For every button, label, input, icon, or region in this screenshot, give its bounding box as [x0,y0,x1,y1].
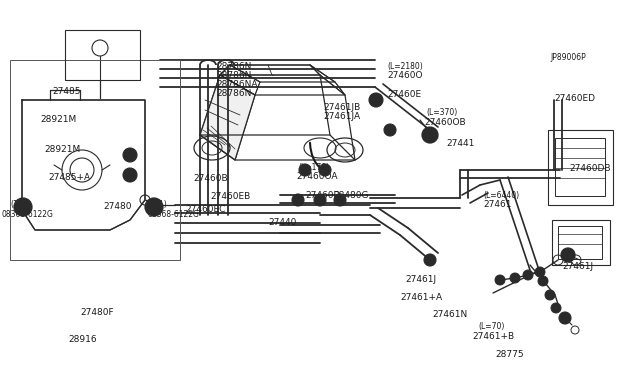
Polygon shape [22,100,145,230]
Circle shape [299,164,311,176]
Text: 27460EC: 27460EC [185,205,225,214]
Circle shape [123,168,137,182]
Text: 28786N: 28786N [216,62,252,71]
Polygon shape [200,75,255,160]
Text: (1): (1) [156,200,167,209]
Circle shape [495,275,505,285]
Text: 28786NA: 28786NA [216,80,257,89]
Text: 27485+A: 27485+A [48,173,90,182]
Text: 27460D: 27460D [305,191,340,200]
Text: 27461J: 27461J [405,275,436,284]
Text: 27460B: 27460B [193,174,228,183]
Text: (L=170): (L=170) [298,163,329,172]
Text: 28786N: 28786N [216,71,252,80]
Circle shape [422,127,438,143]
Circle shape [292,194,304,206]
Circle shape [535,267,545,277]
Text: 27480F: 27480F [80,308,114,317]
Circle shape [545,290,555,300]
Text: (L=370): (L=370) [426,108,457,117]
Bar [552,220,610,265]
Text: 27460DB: 27460DB [569,164,611,173]
Text: S: S [151,202,157,212]
Text: 27485: 27485 [52,87,81,96]
Text: 27460OB: 27460OB [424,118,466,127]
Text: 27461J: 27461J [562,262,593,271]
Circle shape [14,198,32,216]
Text: 27460ED: 27460ED [554,94,595,103]
Text: (1): (1) [10,200,20,209]
Text: JP89006P: JP89006P [550,53,586,62]
Circle shape [334,194,346,206]
Bar [558,226,602,259]
Circle shape [551,303,561,313]
Text: 27460E: 27460E [387,90,421,99]
Circle shape [294,196,301,203]
Text: 27480: 27480 [103,202,131,211]
Text: 28921M: 28921M [44,145,80,154]
Text: S: S [20,202,26,212]
Circle shape [321,167,328,173]
Text: 27461+A: 27461+A [400,293,442,302]
Circle shape [317,196,323,203]
Text: (L=2180): (L=2180) [387,62,423,71]
Text: 28916: 28916 [68,335,97,344]
Text: 27461JA: 27461JA [323,112,360,121]
Circle shape [384,124,396,136]
Circle shape [337,196,344,203]
Text: 27461: 27461 [483,200,511,209]
Circle shape [426,257,433,263]
Bar [10,60,180,260]
Text: 27460EB: 27460EB [210,192,250,201]
Text: 08368-6122G: 08368-6122G [148,210,200,219]
Text: (L=6440): (L=6440) [483,191,519,200]
Text: 08368-6122G: 08368-6122G [2,210,54,219]
Circle shape [424,254,436,266]
Circle shape [145,198,163,216]
Text: 28921M: 28921M [40,115,76,124]
Text: 27461+B: 27461+B [472,332,514,341]
Bar [548,130,613,205]
Text: 27461JB: 27461JB [323,103,360,112]
Circle shape [387,126,394,134]
Text: 27441: 27441 [446,139,474,148]
Circle shape [314,194,326,206]
Circle shape [523,270,533,280]
Circle shape [123,148,137,162]
Text: (L=70): (L=70) [478,322,504,331]
Text: 28480G: 28480G [333,191,369,200]
Text: 28786N: 28786N [216,89,252,98]
Circle shape [301,167,308,173]
Circle shape [561,248,575,262]
Text: 27461N: 27461N [432,310,467,319]
Text: 27440: 27440 [268,218,296,227]
Text: 27460O: 27460O [387,71,422,80]
Circle shape [510,273,520,283]
Circle shape [538,276,548,286]
Bar [555,138,605,196]
Circle shape [369,93,383,107]
Circle shape [559,312,571,324]
Text: 28775: 28775 [495,350,524,359]
Bar [65,30,140,80]
Text: 27460OA: 27460OA [296,172,337,181]
Circle shape [319,164,331,176]
